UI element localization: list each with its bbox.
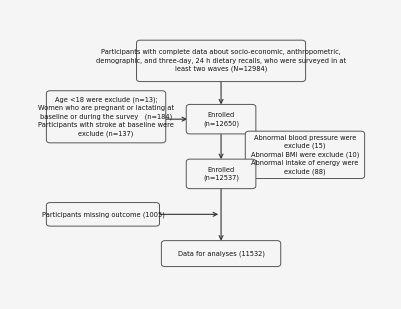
FancyBboxPatch shape [186, 104, 256, 134]
Text: Data for analyses (11532): Data for analyses (11532) [178, 250, 265, 257]
FancyBboxPatch shape [161, 241, 281, 267]
FancyBboxPatch shape [47, 91, 166, 143]
Text: Enrolled
(n=12650): Enrolled (n=12650) [203, 112, 239, 127]
FancyBboxPatch shape [245, 131, 365, 179]
Text: Enrolled
(n=12537): Enrolled (n=12537) [203, 167, 239, 181]
FancyBboxPatch shape [186, 159, 256, 188]
Text: Participants missing outcome (1005): Participants missing outcome (1005) [42, 211, 164, 218]
Text: Participants with complete data about socio-economic, anthropometric,
demographi: Participants with complete data about so… [96, 49, 346, 72]
FancyBboxPatch shape [47, 203, 160, 226]
FancyBboxPatch shape [136, 40, 306, 82]
Text: Age <18 were exclude (n=13);
Women who are pregnant or lactating at
baseline or : Age <18 were exclude (n=13); Women who a… [38, 96, 174, 137]
Text: Abnormal blood pressure were
exclude (15)
Abnormal BMI were exclude (10)
Abnorma: Abnormal blood pressure were exclude (15… [251, 135, 359, 175]
